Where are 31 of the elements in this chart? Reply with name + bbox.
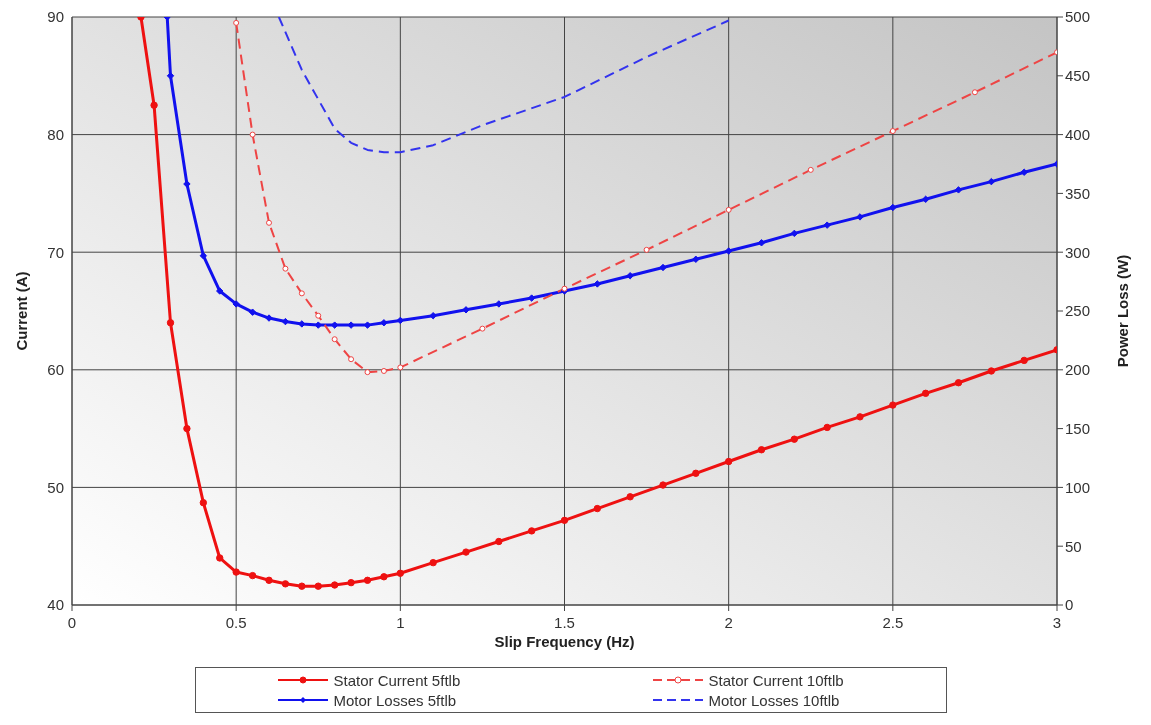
y-tick-label: 60 <box>47 361 64 379</box>
y2-tick-label: 250 <box>1065 302 1091 320</box>
y2-tick-label: 0 <box>1065 596 1074 614</box>
y-tick-label: 40 <box>47 596 64 614</box>
x-tick-label: 1 <box>396 613 405 631</box>
x-tick-label: 0 <box>67 613 77 631</box>
y-tick-label: 90 <box>47 8 64 26</box>
y2-tick-label: 450 <box>1065 67 1091 85</box>
y2-tick-label: 150 <box>1065 419 1091 437</box>
y2-tick-label: 350 <box>1065 184 1091 202</box>
y-axis-title: Current (A) <box>13 271 31 351</box>
x-tick-label: 3 <box>1052 613 1062 631</box>
y2-tick-label: 500 <box>1065 8 1091 26</box>
legend-label: Stator Current 5ftlb <box>333 671 461 689</box>
x-tick-label: 2.5 <box>882 613 904 631</box>
y2-tick-label: 50 <box>1065 537 1082 555</box>
legend-label: Stator Current 10ftlb <box>708 671 844 689</box>
y2-axis-title: Power Loss (W) <box>1114 254 1132 368</box>
y2-tick-label: 200 <box>1065 361 1091 379</box>
x-axis-title: Slip Frequency (Hz) <box>494 633 635 650</box>
legend-label: Motor Losses 10ftlb <box>708 691 840 709</box>
legend-label: Motor Losses 5ftlb <box>333 691 457 709</box>
y-tick-label: 80 <box>47 125 64 143</box>
x-tick-label: 1.5 <box>554 613 575 631</box>
y-tick-label: 70 <box>47 243 64 261</box>
x-tick-label: 2 <box>724 613 733 631</box>
y2-tick-label: 400 <box>1065 125 1091 143</box>
x-tick-label: 0.5 <box>225 613 247 631</box>
y-tick-label: 50 <box>47 478 64 496</box>
y2-tick-label: 300 <box>1065 243 1091 261</box>
y2-tick-label: 100 <box>1065 478 1091 496</box>
